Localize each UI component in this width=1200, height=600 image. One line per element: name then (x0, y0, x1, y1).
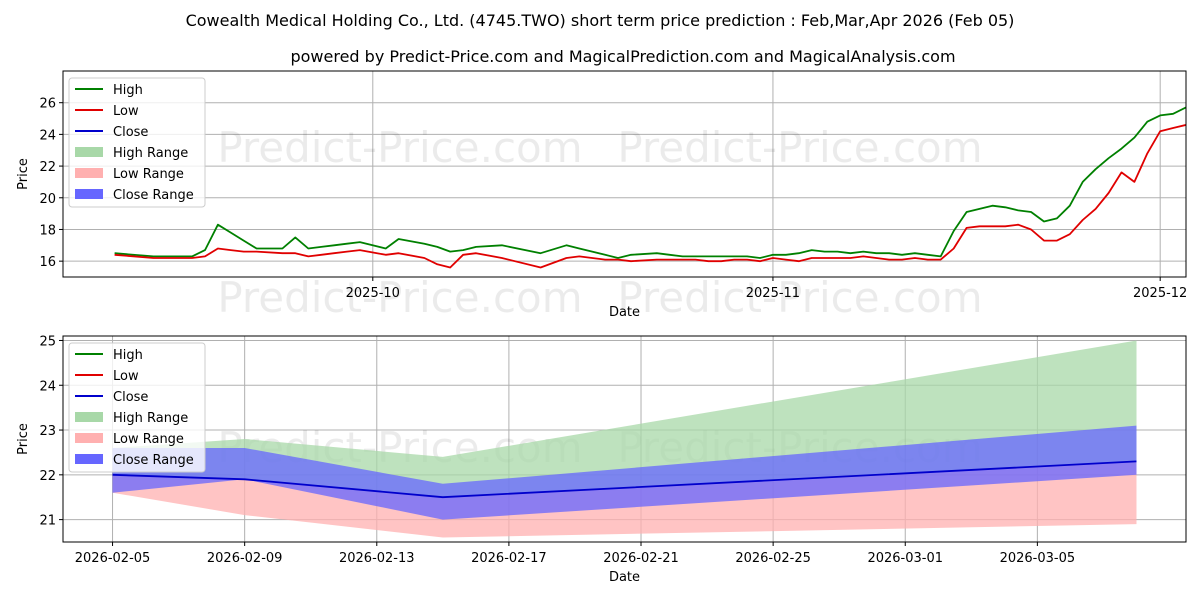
legend-label: High (113, 83, 143, 98)
legend-label: Close Range (113, 453, 194, 468)
y-axis-label: Price (16, 423, 31, 455)
legend-label: Low (113, 369, 139, 384)
y-tick-label: 24 (39, 379, 56, 394)
y-tick-label: 21 (39, 514, 56, 529)
axes-frame (62, 70, 1187, 278)
y-tick-label: 18 (39, 223, 56, 238)
legend-label: Close (113, 390, 148, 405)
x-tick-label: 2026-02-17 (471, 551, 547, 566)
legend-swatch-patch (75, 412, 103, 422)
legend-swatch-patch (75, 147, 103, 157)
legend-label: Close (113, 125, 148, 140)
x-tick-label: 2026-03-01 (867, 551, 943, 566)
y-tick-label: 24 (39, 128, 56, 143)
x-tick-label: 2026-02-09 (207, 551, 283, 566)
y-tick-label: 26 (39, 97, 56, 112)
legend-swatch-patch (75, 168, 103, 178)
legend-swatch-patch (75, 454, 103, 464)
legend-swatch-patch (75, 189, 103, 199)
high-series-line (114, 106, 1186, 259)
legend-label: Low (113, 104, 139, 119)
close-range-band (112, 425, 1137, 520)
x-axis-label: Date (609, 305, 640, 320)
watermark-text: Predict-Price.com (617, 273, 982, 322)
close-series-line (112, 460, 1137, 499)
y-tick-label: 25 (39, 334, 56, 349)
legend-label: High (113, 348, 143, 363)
low-series-line (114, 124, 1186, 269)
y-tick-label: 22 (39, 160, 56, 175)
x-tick-label: 2025-12 (1133, 286, 1187, 301)
plot-area (112, 340, 1137, 538)
x-tick-label: 2026-02-25 (735, 551, 811, 566)
y-tick-label: 16 (39, 255, 56, 270)
bottom-panel: Predict-Price.comPredict-Price.com2026-0… (16, 334, 1187, 585)
legend-label: High Range (113, 146, 188, 161)
legend: High Low Close High Range Low Range Close Ran… (68, 342, 206, 473)
x-tick-label: 2025-10 (346, 286, 400, 301)
y-tick-label: 20 (39, 192, 56, 207)
x-axis-label: Date (609, 570, 640, 585)
watermark-text: Predict-Price.com (217, 123, 582, 172)
legend-label: Close Range (113, 188, 194, 203)
legend: High Low Close High Range Low Range Close Ran… (68, 77, 206, 208)
axes-frame (62, 335, 1187, 543)
y-axis-label: Price (16, 158, 31, 190)
legend-label: Low Range (113, 432, 184, 447)
legend-swatch-patch (75, 433, 103, 443)
x-tick-label: 2025-11 (746, 286, 800, 301)
y-tick-label: 23 (39, 424, 56, 439)
y-tick-label: 22 (39, 469, 56, 484)
chart-subtitle: powered by Predict-Price.com and Magical… (290, 47, 955, 66)
legend-label: High Range (113, 411, 188, 426)
watermark-text: Predict-Price.com (617, 123, 982, 172)
x-tick-label: 2026-03-05 (1000, 551, 1076, 566)
x-tick-label: 2026-02-21 (603, 551, 679, 566)
legend-label: Low Range (113, 167, 184, 182)
x-tick-label: 2026-02-05 (75, 551, 151, 566)
plot-area (114, 106, 1186, 269)
x-tick-label: 2026-02-13 (339, 551, 415, 566)
top-panel: Predict-Price.com Predict-Price.com Predic… (16, 70, 1187, 322)
chart-title: Cowealth Medical Holding Co., Ltd. (4745… (186, 11, 1015, 30)
watermark-text: Predict-Price.com (217, 273, 582, 322)
